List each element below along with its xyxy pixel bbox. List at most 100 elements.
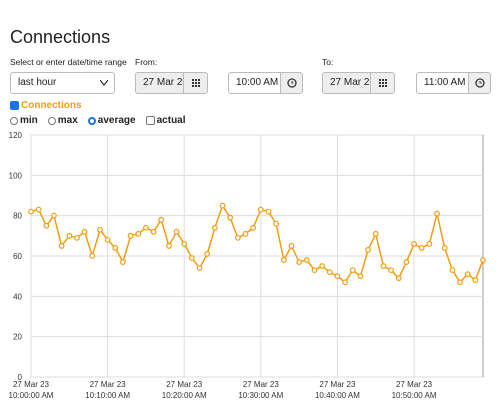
data-point (58, 243, 65, 249)
data-point (158, 216, 165, 223)
from-time[interactable]: 10:00 AM (228, 72, 281, 94)
data-point (219, 202, 226, 209)
mode-label: actual (156, 115, 186, 126)
data-point (357, 273, 364, 280)
from-date[interactable]: 27 Mar 23 (135, 72, 184, 94)
chart: 0 20 40 60 80 100 120 27 Mar 23 10:00:00 AM 27 Ma… (9, 131, 486, 400)
data-point (326, 269, 333, 276)
data-point (143, 224, 149, 231)
data-point (150, 228, 157, 235)
data-point (43, 222, 50, 229)
data-point (472, 277, 479, 284)
data-point (28, 208, 34, 215)
data-point (234, 234, 241, 241)
radio (47, 116, 56, 125)
data-point (127, 232, 134, 239)
data-point (66, 232, 73, 239)
to-date[interactable]: 27 Mar 23 (322, 72, 371, 94)
clock-icon (287, 78, 297, 88)
data-point (273, 220, 280, 227)
data-point (165, 243, 172, 249)
legend-entry: Connections (21, 100, 82, 111)
data-point (342, 279, 349, 286)
mode-option[interactable]: min (10, 115, 38, 126)
calendar-icon (379, 79, 387, 87)
data-point (265, 208, 272, 215)
data-point (365, 247, 371, 253)
clock-icon (475, 78, 485, 88)
data-point (97, 226, 103, 233)
data-point (211, 224, 218, 231)
data-point (181, 240, 188, 247)
caret (100, 80, 108, 86)
y-tick-label: 100 (9, 171, 23, 180)
from-date-button[interactable] (183, 72, 208, 94)
y-tick-label: 40 (13, 292, 22, 301)
data-point (403, 259, 410, 265)
data-point (418, 245, 425, 251)
data-point (74, 234, 80, 241)
to-date-button[interactable] (370, 72, 395, 94)
data-point (334, 273, 341, 280)
data-point (303, 257, 310, 263)
data-point (135, 230, 142, 237)
data-point (426, 240, 433, 247)
from-label: From: (135, 57, 158, 67)
to-time[interactable]: 11:00 AM (416, 72, 469, 94)
data-point (411, 240, 417, 247)
radio (10, 116, 18, 125)
data-point (288, 243, 295, 249)
mode-label: average (97, 115, 136, 126)
to-time-button[interactable] (468, 72, 491, 94)
checkbox (145, 116, 155, 125)
data-point (120, 259, 126, 265)
data-point (280, 257, 287, 263)
from-time-button[interactable] (280, 72, 303, 94)
x-tick-label: 27 Mar 23 10:20:00 AM (162, 380, 207, 400)
data-point (311, 267, 318, 274)
data-point (380, 263, 387, 269)
data-point (173, 228, 180, 235)
data-point (227, 214, 234, 221)
data-point (388, 267, 394, 274)
y-tick-label: 120 (9, 131, 23, 140)
data-point (319, 263, 326, 269)
data-point (204, 251, 211, 257)
data-point (449, 267, 456, 274)
data-point (188, 255, 195, 261)
data-point (196, 265, 203, 272)
calendar-icon (192, 79, 200, 87)
x-tick-label: 27 Mar 23 10:00:00 AM (9, 380, 54, 400)
data-point (372, 230, 379, 237)
data-point (296, 259, 303, 265)
mode-option[interactable]: max (47, 115, 78, 126)
data-point (464, 271, 471, 278)
y-tick-label: 0 (18, 373, 23, 382)
data-point (89, 253, 96, 259)
range-select[interactable]: last hour (10, 72, 115, 94)
data-point (441, 245, 448, 251)
y-tick-label: 60 (13, 252, 22, 261)
mode-option[interactable]: actual (145, 115, 186, 126)
data-point (349, 267, 356, 274)
data-point (457, 279, 463, 286)
mode-label: max (57, 115, 78, 126)
mode-option[interactable]: average (87, 115, 136, 126)
data-point (112, 245, 119, 251)
data-point (480, 257, 486, 263)
mode-options: min max average actual (10, 115, 186, 126)
x-tick-label: 27 Mar 23 10:50:00 AM (392, 380, 437, 400)
data-point (395, 275, 402, 282)
data-point (51, 212, 57, 219)
data-point (434, 210, 440, 217)
y-tick-label: 20 (13, 333, 22, 342)
data-point (81, 228, 88, 235)
data-point (104, 236, 111, 243)
to-label: To: (322, 57, 334, 67)
page-title: Connections (10, 27, 111, 47)
range-value: last hour (18, 77, 57, 88)
mode-label: min (20, 115, 38, 126)
series-toggle[interactable]: Connections (10, 100, 82, 111)
checkbox (10, 101, 19, 110)
data-point (257, 206, 264, 213)
